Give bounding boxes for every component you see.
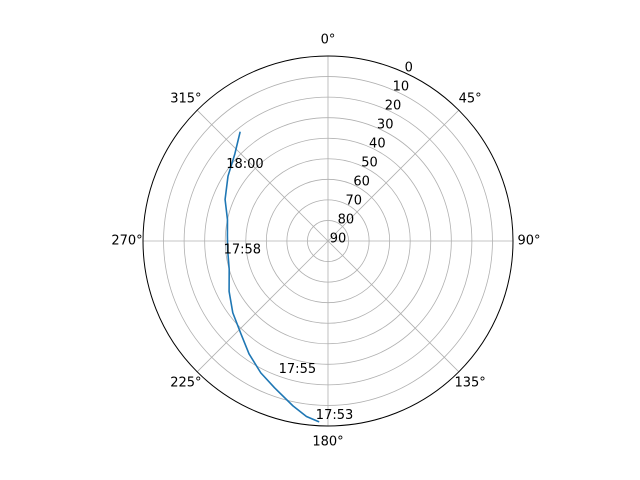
series-layer [224,131,320,423]
r-gridline [307,220,349,262]
r-gridline [183,96,473,386]
theta-tick-label: 90° [517,234,540,249]
r-tick-label: 70 [345,194,362,209]
time-annotation: 18:00 [226,157,263,172]
time-annotation: 17:58 [224,243,261,258]
theta-gridline [196,240,329,373]
theta-tick-label: 315° [170,91,201,106]
grid-layer [143,56,513,426]
r-tick-label: 0 [405,61,413,76]
annotations: 18:00 17:58 17:55 17:53 [224,157,354,423]
polar-frame [142,55,514,427]
r-tick-label: 20 [385,99,402,114]
r-tick-label: 60 [353,175,370,190]
theta-tick-label: 180° [312,435,343,450]
polar-spine [142,55,514,427]
theta-gridline [327,240,460,373]
time-annotation: 17:55 [279,362,316,377]
series-line [224,131,320,423]
r-gridline [265,178,391,304]
theta-tick-label: 45° [459,91,482,106]
r-tick-label: 80 [338,213,355,228]
r-gridline [163,76,493,406]
r-tick-label: 10 [393,80,410,95]
r-tick-label: 30 [377,118,394,133]
r-tick-label: 90 [330,232,347,247]
theta-tick-label: 225° [170,376,201,391]
r-gridline [286,199,370,283]
r-gridline [224,137,432,345]
theta-tick-label: 0° [321,33,336,48]
theta-gridline [196,109,329,242]
r-gridline [245,158,411,324]
theta-tick-label: 135° [454,376,485,391]
theta-tick-label: 270° [111,234,142,249]
r-tick-label: 50 [361,156,378,171]
tick-labels: 0° 45° 90° 135° 180° 225° 270° 315° 0 10 20 30 40 50 6… [111,33,540,450]
r-tick-label: 40 [369,137,386,152]
time-annotation: 17:53 [316,408,353,423]
theta-gridline [327,109,460,242]
r-gridline [204,117,452,365]
